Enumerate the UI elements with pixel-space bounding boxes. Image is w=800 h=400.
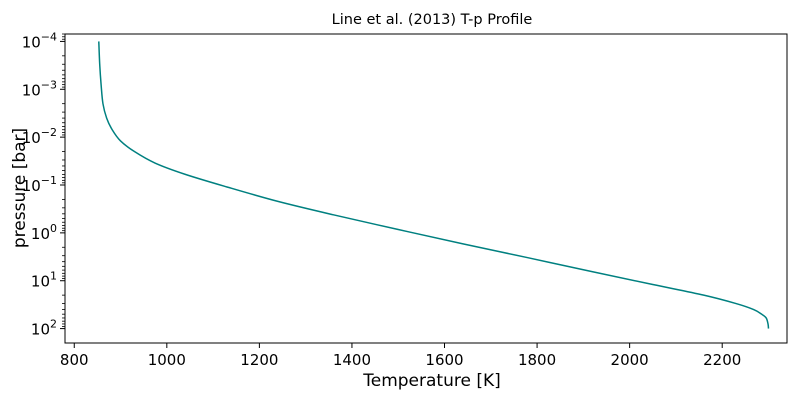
plot-area <box>64 33 788 344</box>
y-minor-ticks <box>62 33 65 327</box>
y-tick-label: 10−4 <box>22 30 57 51</box>
series-layer <box>98 41 770 329</box>
x-tick-label: 1600 <box>425 351 463 369</box>
y-axis-label: pressure [bar] <box>10 128 30 248</box>
x-tick-label: 1800 <box>518 351 556 369</box>
y-tick-label: 100 <box>31 222 57 243</box>
x-tick-label: 2200 <box>703 351 741 369</box>
y-tick-label: 10−1 <box>22 174 57 195</box>
chart-title: Line et al. (2013) T-p Profile <box>332 12 533 28</box>
y-tick-label: 10−2 <box>22 126 57 147</box>
y-tick-label: 102 <box>31 318 57 339</box>
x-tick-label: 1400 <box>333 351 371 369</box>
x-axis-label: Temperature [K] <box>362 371 501 391</box>
y-axis-ticks: 10−4 10−3 10−2 10−1 100 101 102 <box>22 30 65 339</box>
x-tick-label: 2000 <box>611 351 649 369</box>
x-tick-label: 800 <box>60 351 89 369</box>
x-tick-label: 1000 <box>148 351 186 369</box>
y-tick-label: 10−3 <box>22 78 57 99</box>
x-axis-ticks: 800 1000 1200 1400 1600 1800 2000 2200 <box>60 343 741 369</box>
x-tick-label: 1200 <box>240 351 278 369</box>
series-line <box>98 41 770 329</box>
y-tick-label: 101 <box>31 270 57 291</box>
